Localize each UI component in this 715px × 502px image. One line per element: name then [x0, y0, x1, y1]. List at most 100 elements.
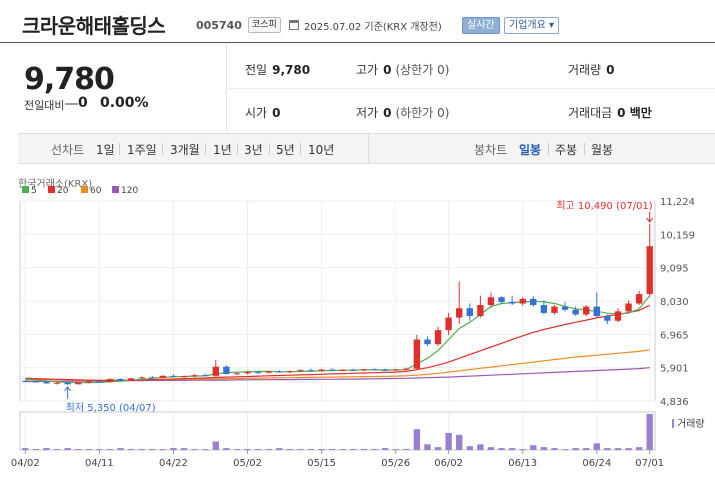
legend-label: 5 [31, 186, 37, 196]
tab-period-5y[interactable]: 5년 [276, 143, 295, 157]
tab-separator [584, 143, 585, 155]
company-overview-dropdown[interactable]: 기업개요 ▾ [504, 17, 559, 34]
stat-high-label: 고가 [356, 63, 379, 77]
tab-line-chart[interactable]: 선차트 [51, 143, 85, 157]
candle-body [170, 375, 177, 377]
chart-source: 한국거래소(KRX) [18, 179, 93, 190]
stat-volume-value: 0 [606, 63, 615, 77]
legend-swatch [48, 186, 55, 193]
volume-bar [202, 449, 209, 450]
tab-period-3y[interactable]: 3년 [244, 143, 263, 157]
volume-bar [381, 448, 389, 450]
volume-bar [297, 449, 304, 450]
x-tick-label: 05/26 [381, 458, 410, 469]
volume-bar [424, 444, 431, 450]
candle-body [339, 369, 346, 371]
candle-body [286, 371, 294, 373]
legend-ma120: 120 [112, 186, 138, 196]
stat-open: 시가 0 [245, 104, 280, 121]
realtime-button[interactable]: 실시간 [462, 17, 500, 34]
candle-body [265, 371, 272, 373]
tab-candle-weekly[interactable]: 주봉 [555, 143, 578, 157]
candle-body [604, 316, 611, 321]
candle-body [244, 372, 251, 374]
candle-body [456, 308, 463, 318]
max-arrow-head [646, 217, 654, 223]
volume-bar [350, 449, 357, 450]
x-tick-label: 06/13 [508, 458, 537, 469]
candle-body [477, 305, 484, 317]
stat-low-value: 0 [383, 106, 392, 120]
y-tick-label: 5,901 [660, 364, 689, 375]
stat-high: 고가 0 (상한가 0) [356, 61, 449, 78]
candle-body [487, 297, 495, 306]
stat-prev-label: 전일 [245, 63, 268, 77]
candle-body [43, 381, 50, 384]
candle-body [360, 369, 368, 371]
tab-period-1d[interactable]: 1일 [96, 143, 115, 157]
volume-bar [604, 448, 611, 450]
candle-body [350, 369, 357, 371]
volume-bar [53, 449, 61, 450]
volume-bar [551, 448, 558, 450]
market-badge: 코스피 [248, 17, 281, 33]
tab-candle-daily[interactable]: 일봉 [519, 143, 542, 157]
legend-ma5: 5 [22, 186, 37, 196]
candle-body [202, 375, 209, 377]
tab-separator [205, 143, 206, 155]
candle-body [106, 378, 114, 382]
volume-bar [593, 443, 600, 450]
volume-label: 거래량 [677, 418, 705, 430]
volume-bar [583, 448, 590, 450]
stat-open-value: 0 [272, 106, 281, 120]
candle-body [297, 370, 304, 372]
volume-bar [64, 448, 71, 450]
volume-bar [75, 449, 82, 450]
min-arrow-head [64, 386, 72, 392]
legend-ma60: 60 [81, 186, 101, 196]
current-price: 9,780 [24, 62, 115, 97]
header-divider [0, 42, 715, 43]
tab-separator [237, 143, 238, 155]
stats-divider [226, 88, 715, 89]
tab-period-10y[interactable]: 10년 [308, 143, 335, 157]
change-label: 전일대비 [24, 99, 65, 112]
volume-bar [117, 448, 124, 450]
tab-candle-chart[interactable]: 봉차트 [474, 143, 508, 157]
volume-bar [180, 448, 188, 450]
chart-tab-bar: 선차트 1일 1주일 3개월 1년 3년 5년 10년 봉차트 일봉 주봉 월봉 [18, 133, 715, 164]
legend-swatch [22, 186, 29, 193]
tab-candle-monthly[interactable]: 월봉 [591, 143, 614, 157]
candle-body [96, 381, 103, 383]
tab-period-1w[interactable]: 1주일 [127, 143, 157, 157]
x-tick-label: 04/22 [159, 458, 188, 469]
volume-bar [508, 448, 516, 450]
volume-bar [149, 449, 156, 450]
candle-body [445, 317, 452, 331]
volume-bar [392, 449, 399, 450]
volume-bar [572, 448, 579, 450]
stat-low-label: 저가 [356, 106, 379, 120]
x-tick-label: 04/11 [85, 458, 114, 469]
x-tick-label: 06/02 [434, 458, 463, 469]
legend-label: 20 [57, 186, 69, 196]
candle-body [117, 378, 124, 381]
x-tick-label: 05/02 [233, 458, 262, 469]
volume-bar [96, 449, 103, 450]
tab-period-1y[interactable]: 1년 [213, 143, 232, 157]
y-tick-label: 4,836 [660, 397, 689, 408]
legend-swatch [81, 186, 88, 193]
volume-bar [191, 449, 198, 450]
volume-bar [371, 449, 378, 450]
calendar-icon [289, 20, 299, 30]
candle-body [561, 306, 569, 310]
tab-separator [162, 143, 163, 155]
candle-body [371, 369, 378, 371]
legend-label: 60 [90, 186, 102, 196]
stat-high-sub: (상한가 0) [395, 63, 450, 77]
tab-period-3m[interactable]: 3개월 [170, 143, 200, 157]
stat-amount-label: 거래대금 [568, 106, 613, 120]
x-tick-label: 06/24 [582, 458, 611, 469]
candle-body [75, 382, 82, 385]
